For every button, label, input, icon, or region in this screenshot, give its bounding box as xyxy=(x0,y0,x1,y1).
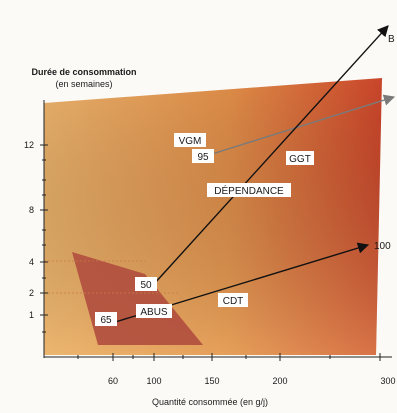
v95-label: 95 xyxy=(197,152,209,163)
vgm-arrow xyxy=(153,25,389,285)
dependance-box xyxy=(207,183,291,197)
v65-box xyxy=(95,312,117,326)
y-axis-title-line1: Durée de consommation xyxy=(31,67,136,77)
v65-label: 65 xyxy=(100,315,112,326)
y-tick-label-1: 1 xyxy=(29,310,34,320)
y-tick-label-2: 2 xyxy=(29,288,34,298)
x-tick-label-200: 200 xyxy=(272,376,287,386)
x-tick-label-60: 60 xyxy=(108,376,118,386)
x-tick-label-300: 300 xyxy=(380,376,395,386)
x-tick-label-100: 100 xyxy=(146,376,161,386)
x-axis-title: Quantité consommée (en g/j) xyxy=(152,397,268,407)
cdt-label: CDT xyxy=(223,296,244,307)
cdt-box xyxy=(218,293,248,307)
y-tick-label-4: 4 xyxy=(29,257,34,267)
vgm-box xyxy=(174,133,206,147)
v50-label: 50 xyxy=(140,280,152,291)
v100-label: 100 xyxy=(374,241,391,252)
abus-label: ABUS xyxy=(140,307,168,318)
y-tick-label-8: 8 xyxy=(29,205,34,215)
abus-box xyxy=(136,304,172,318)
vB-label: B xyxy=(388,34,395,45)
y-axis-title-line2: (en semaines) xyxy=(55,79,112,89)
ggt-label: GGT xyxy=(289,154,311,165)
v50-box xyxy=(135,277,157,291)
ggt-box xyxy=(286,151,314,165)
vgm-label: VGM xyxy=(179,136,202,147)
y-tick-label-12: 12 xyxy=(24,140,34,150)
dependance-label: DÉPENDANCE xyxy=(214,184,284,197)
v95-box xyxy=(192,149,214,163)
x-tick-label-150: 150 xyxy=(204,376,219,386)
ggt-arrow xyxy=(211,94,396,155)
